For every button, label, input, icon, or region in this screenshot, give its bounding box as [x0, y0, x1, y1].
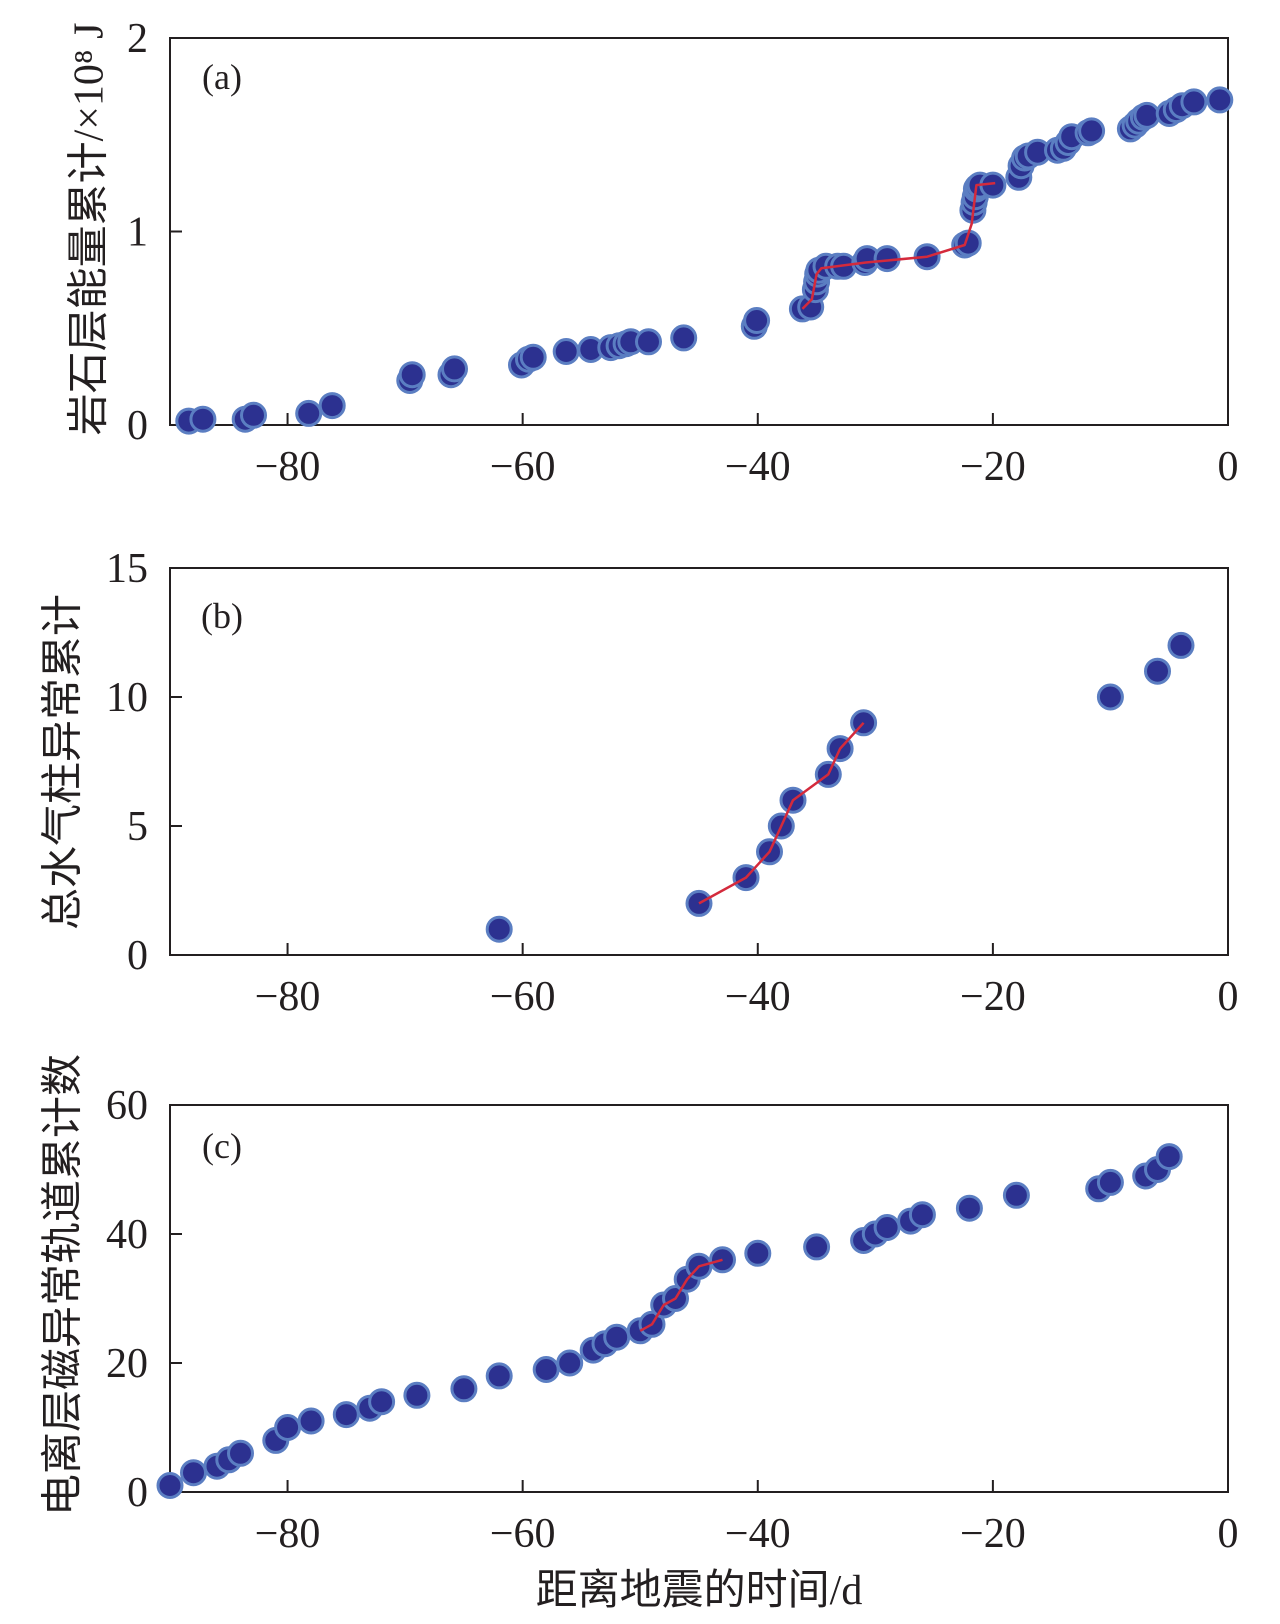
x-tick-label: −60: [490, 974, 556, 1020]
data-point: [1133, 101, 1161, 129]
data-point: [180, 1459, 207, 1487]
y-tick-label: 0: [127, 403, 148, 449]
data-point: [295, 399, 323, 427]
x-axis-label: 距离地震的时间/d: [536, 1567, 863, 1614]
data-point: [1144, 657, 1171, 685]
trend-line: [639, 1258, 723, 1332]
panel-label: (c): [202, 1126, 242, 1166]
data-marks: [156, 1143, 1183, 1499]
data-marks: [175, 86, 1234, 435]
data-marks: [485, 631, 1195, 943]
data-point: [603, 1323, 631, 1351]
panel-b: −80 −60 −40 −20 0 0 5 10 15 (b) 总水气柱异常累计: [41, 546, 1239, 1020]
data-point: [1096, 683, 1124, 711]
trend-line: [801, 181, 996, 310]
x-tick-label: −80: [255, 1511, 321, 1557]
x-tick-label: −40: [725, 1511, 791, 1557]
y-tick-label: 40: [106, 1212, 148, 1258]
data-point: [441, 355, 468, 383]
data-point: [274, 1414, 302, 1441]
y-tick-label: 60: [106, 1083, 148, 1129]
panel-a: −80 −60 −40 −20 0 0 1 2 (a) 岩石层能量累计/×10⁸ J: [67, 16, 1239, 490]
data-point: [485, 915, 513, 943]
panel-label: (a): [202, 57, 242, 97]
data-point: [227, 1439, 254, 1467]
x-tick-label: 0: [1218, 974, 1239, 1020]
data-point: [635, 328, 662, 356]
x-tick-label: −40: [725, 444, 791, 490]
data-point: [368, 1388, 396, 1416]
y-tick-label: 0: [127, 933, 148, 979]
data-point: [908, 1201, 936, 1229]
data-point: [403, 1381, 431, 1409]
y-tick-label: 2: [127, 16, 148, 62]
data-point: [744, 1239, 772, 1267]
y-tick-label: 20: [106, 1341, 148, 1387]
y-axis-label: 岩石层能量累计/×10⁸ J: [67, 23, 113, 436]
data-point: [955, 1194, 983, 1222]
data-point: [556, 1349, 584, 1377]
y-tick-label: 0: [127, 1470, 148, 1516]
y-tick-label: 5: [127, 804, 148, 850]
x-tick-label: −20: [960, 444, 1026, 490]
y-axis-label: 总水气柱异常累计: [41, 594, 87, 930]
data-point: [1078, 117, 1106, 145]
plot-frame: [169, 567, 1229, 956]
x-tick-label: −20: [960, 1511, 1026, 1557]
data-point: [1155, 1143, 1183, 1171]
x-tick-label: −60: [490, 1511, 556, 1557]
x-tick-label: −40: [725, 974, 791, 1020]
data-point: [743, 307, 771, 334]
axes: −80 −60 −40 −20 0 0 1 2: [127, 16, 1239, 490]
trend-line: [698, 721, 865, 905]
y-tick-label: 10: [106, 675, 148, 721]
axes: −80 −60 −40 −20 0 0 5 10 15: [106, 546, 1239, 1020]
data-point: [189, 405, 217, 433]
data-point: [519, 343, 547, 371]
data-point: [156, 1472, 184, 1499]
data-point: [803, 1233, 831, 1261]
data-point: [670, 324, 698, 352]
data-point: [450, 1375, 478, 1403]
x-tick-label: 0: [1218, 1511, 1239, 1557]
data-point: [297, 1407, 325, 1435]
axes: −80 −60 −40 −20 0 0 20 40 60: [106, 1083, 1239, 1557]
data-point: [1167, 631, 1195, 659]
data-point: [1180, 88, 1208, 116]
y-tick-label: 15: [106, 546, 148, 592]
data-point: [1002, 1181, 1030, 1209]
data-point: [318, 392, 346, 420]
data-point: [398, 361, 426, 389]
x-tick-label: −60: [490, 444, 556, 490]
panel-label: (b): [201, 596, 243, 636]
data-point: [240, 401, 267, 429]
plot-frame: [169, 1104, 1229, 1493]
x-tick-label: −80: [255, 974, 321, 1020]
x-tick-label: 0: [1218, 444, 1239, 490]
data-point: [1206, 86, 1234, 114]
data-point: [552, 338, 580, 365]
data-point: [532, 1356, 560, 1383]
data-point: [485, 1362, 513, 1390]
x-tick-label: −20: [960, 974, 1026, 1020]
x-tick-label: −80: [255, 444, 321, 490]
data-point: [1096, 1168, 1124, 1196]
y-axis-label: 电离层磁异常轨道累计数: [40, 1054, 87, 1516]
data-point: [873, 1214, 901, 1241]
data-point: [332, 1401, 360, 1429]
panel-c: −80 −60 −40 −20 0 0 20 40 60 (c) 电离层磁异常轨道累计数 距离地…: [40, 1054, 1239, 1614]
y-tick-label: 1: [127, 210, 148, 256]
